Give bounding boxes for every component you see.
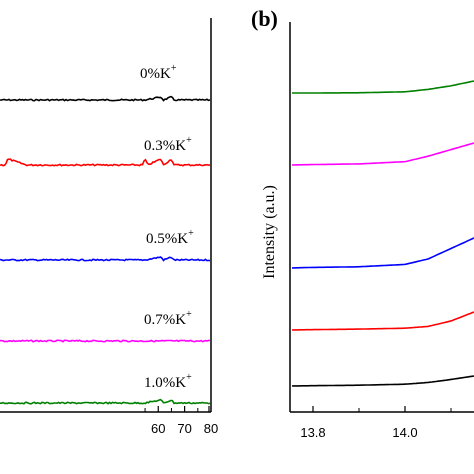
panel-b-x-tick-label-0: 13.8 <box>300 425 325 440</box>
panel-a-series-3 <box>0 339 211 343</box>
panel-a: 0%K+ 0.3%K+ 0.5%K+ 0.7%K+ 1.0%K+ 60 70 80 <box>0 18 218 436</box>
panel-a-series-label-0: 0%K+ <box>140 63 177 82</box>
panel-a-series-label-sup-2: + <box>188 228 194 239</box>
panel-a-series-label-sup-1: + <box>186 135 192 146</box>
panel-b-y-axis-label: Intensity (a.u.) <box>261 185 278 279</box>
panel-b-tick-group: 13.8 14.0 <box>300 406 452 440</box>
panel-b-series-4 <box>291 375 474 387</box>
panel-a-x-tick-label-1: 70 <box>177 421 191 436</box>
panel-b-label: (b) <box>251 6 278 31</box>
panel-a-x-tick-label-0: 60 <box>151 421 165 436</box>
panel-a-series-1 <box>0 158 210 167</box>
panel-a-series-label-sup-4: + <box>186 372 192 383</box>
panel-a-series-label-3: 0.7%K+ <box>144 309 192 328</box>
panel-b: (b) Intensity (a.u.) 13.8 14.0 <box>251 6 474 440</box>
panel-b-x-tick-label-1: 14.0 <box>392 425 417 440</box>
panel-b-series-1 <box>291 142 474 166</box>
panel-a-x-tick-label-2: 80 <box>204 421 218 436</box>
panel-a-series-4 <box>0 398 211 405</box>
panel-a-series-2 <box>0 256 211 262</box>
panel-a-series-label-2: 0.5%K+ <box>146 228 194 247</box>
panel-a-series-label-4: 1.0%K+ <box>144 372 192 391</box>
panel-a-series-label-sup-0: + <box>171 63 177 74</box>
panel-b-series-group <box>291 80 474 387</box>
panel-a-series-0 <box>0 95 211 102</box>
panel-a-label-group: 0%K+ 0.3%K+ 0.5%K+ 0.7%K+ 1.0%K+ <box>140 63 194 391</box>
panel-b-series-2 <box>292 237 474 269</box>
panel-a-series-group <box>0 95 211 405</box>
panel-b-series-0 <box>292 80 474 94</box>
panel-a-tick-group: 60 70 80 <box>144 406 218 436</box>
panel-a-series-label-1: 0.3%K+ <box>144 135 192 154</box>
panel-a-series-label-sup-3: + <box>186 309 192 320</box>
panel-b-series-3 <box>291 311 474 331</box>
